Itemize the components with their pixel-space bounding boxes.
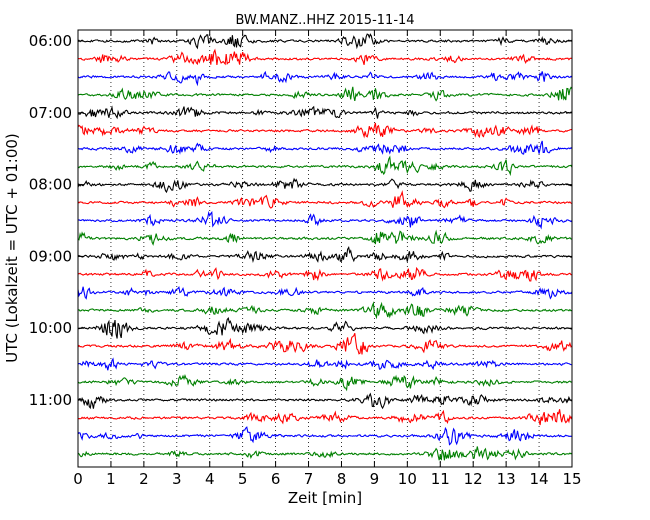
- trace-10:45: [77, 374, 573, 392]
- x-tick-label: 11: [431, 470, 450, 488]
- trace-06:45: [77, 86, 573, 102]
- trace-07:00: [77, 105, 573, 120]
- trace-11:45: [77, 446, 573, 461]
- trace-11:00: [77, 392, 573, 410]
- y-tick-label: 08:00: [29, 176, 72, 194]
- x-tick-label: 2: [139, 470, 149, 488]
- x-tick-label: 10: [398, 470, 417, 488]
- trace-11:30: [77, 426, 573, 446]
- trace-08:15: [77, 190, 573, 209]
- y-tick-label: 11:00: [29, 391, 72, 409]
- trace-09:15: [77, 266, 572, 282]
- trace-07:15: [77, 122, 572, 139]
- trace-10:00: [77, 316, 573, 339]
- x-tick-label: 12: [464, 470, 483, 488]
- x-axis-label: Zeit [min]: [288, 489, 362, 507]
- y-axis-ticks: 06:00 07:00 08:00 09:00 10:00 11:00: [29, 32, 572, 409]
- trace-06:00: [77, 33, 573, 50]
- trace-10:30: [77, 357, 573, 371]
- x-tick-label: 7: [304, 470, 314, 488]
- y-axis-label: UTC (Lokalzeit = UTC + 01:00): [3, 133, 21, 363]
- trace-08:45: [77, 229, 573, 246]
- trace-07:45: [77, 155, 573, 177]
- trace-11:15: [77, 409, 573, 426]
- plot-frame: [77, 29, 573, 468]
- trace-lines: [77, 33, 573, 461]
- trace-10:15: [77, 333, 573, 355]
- vertical-grid: [110, 30, 540, 467]
- x-tick-label: 0: [73, 470, 83, 488]
- x-tick-label: 3: [172, 470, 182, 488]
- trace-06:15: [77, 48, 573, 66]
- trace-06:30: [77, 70, 573, 87]
- chart-title: BW.MANZ..HHZ 2015-11-14: [235, 13, 414, 28]
- trace-07:30: [77, 140, 573, 155]
- trace-08:30: [77, 210, 573, 230]
- trace-09:30: [77, 286, 573, 300]
- y-tick-label: 09:00: [29, 247, 72, 265]
- x-tick-label: 8: [337, 470, 347, 488]
- y-tick-label: 06:00: [29, 32, 72, 50]
- trace-08:00: [77, 177, 573, 194]
- x-tick-label: 1: [106, 470, 116, 488]
- x-tick-label: 9: [370, 470, 380, 488]
- x-tick-label: 6: [271, 470, 281, 488]
- x-tick-label: 4: [205, 470, 215, 488]
- x-axis-ticks: 0 1 2 3 4 5 6 7 8 9 10 11 12 13 14 15: [73, 30, 582, 488]
- trace-09:00: [77, 246, 573, 264]
- x-tick-label: 15: [562, 470, 581, 488]
- y-tick-label: 10:00: [29, 319, 72, 337]
- y-tick-label: 07:00: [29, 104, 72, 122]
- x-tick-label: 14: [530, 470, 549, 488]
- x-tick-label: 5: [238, 470, 248, 488]
- x-tick-label: 13: [497, 470, 516, 488]
- trace-09:45: [77, 301, 573, 320]
